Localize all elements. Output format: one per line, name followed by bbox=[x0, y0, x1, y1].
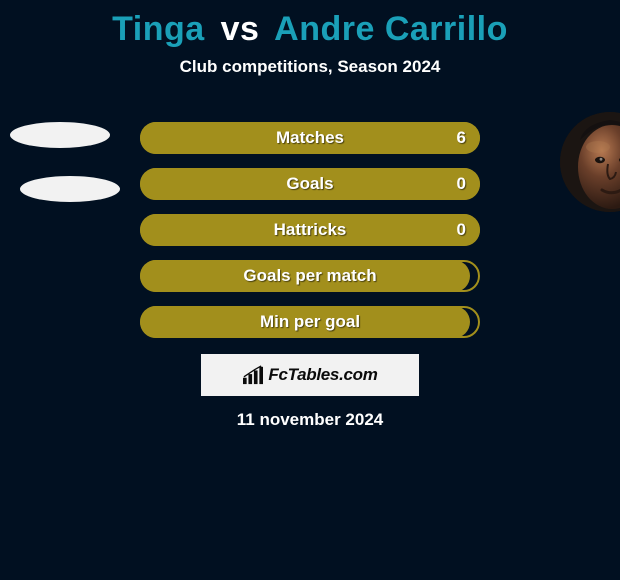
bar-label: Min per goal bbox=[260, 312, 360, 332]
bar-right-value: 0 bbox=[457, 220, 466, 240]
bar-label: Goals bbox=[286, 174, 333, 194]
bar-label: Matches bbox=[276, 128, 344, 148]
bars-logo-icon bbox=[242, 365, 264, 385]
stat-row: Min per goal bbox=[140, 306, 480, 338]
player1-name-ellipse-2 bbox=[20, 176, 120, 202]
stat-row: Goals per match bbox=[140, 260, 480, 292]
face-icon bbox=[560, 112, 620, 212]
stat-row: Matches 6 bbox=[140, 122, 480, 154]
bar-right-value: 0 bbox=[457, 174, 466, 194]
brand-box: FcTables.com bbox=[201, 354, 419, 396]
bar-right-value: 6 bbox=[457, 128, 466, 148]
bar-label: Goals per match bbox=[243, 266, 376, 286]
stat-row: Hattricks 0 bbox=[140, 214, 480, 246]
player1-name-ellipse-1 bbox=[10, 122, 110, 148]
subtitle: Club competitions, Season 2024 bbox=[0, 57, 620, 77]
avatar-player2 bbox=[560, 112, 620, 212]
date-text: 11 november 2024 bbox=[0, 410, 620, 430]
title-player2: Andre Carrillo bbox=[274, 10, 508, 48]
title-player1: Tinga bbox=[112, 10, 205, 48]
title-vs: vs bbox=[221, 10, 260, 48]
bar-label: Hattricks bbox=[274, 220, 347, 240]
page-title: Tinga vs Andre Carrillo bbox=[0, 0, 620, 49]
stat-bars: Matches 6 Goals 0 Hattricks 0 Goals per match M… bbox=[140, 122, 480, 352]
stat-row: Goals 0 bbox=[140, 168, 480, 200]
brand-text: FcTables.com bbox=[268, 365, 377, 385]
avatar-right-wrap bbox=[560, 112, 620, 212]
